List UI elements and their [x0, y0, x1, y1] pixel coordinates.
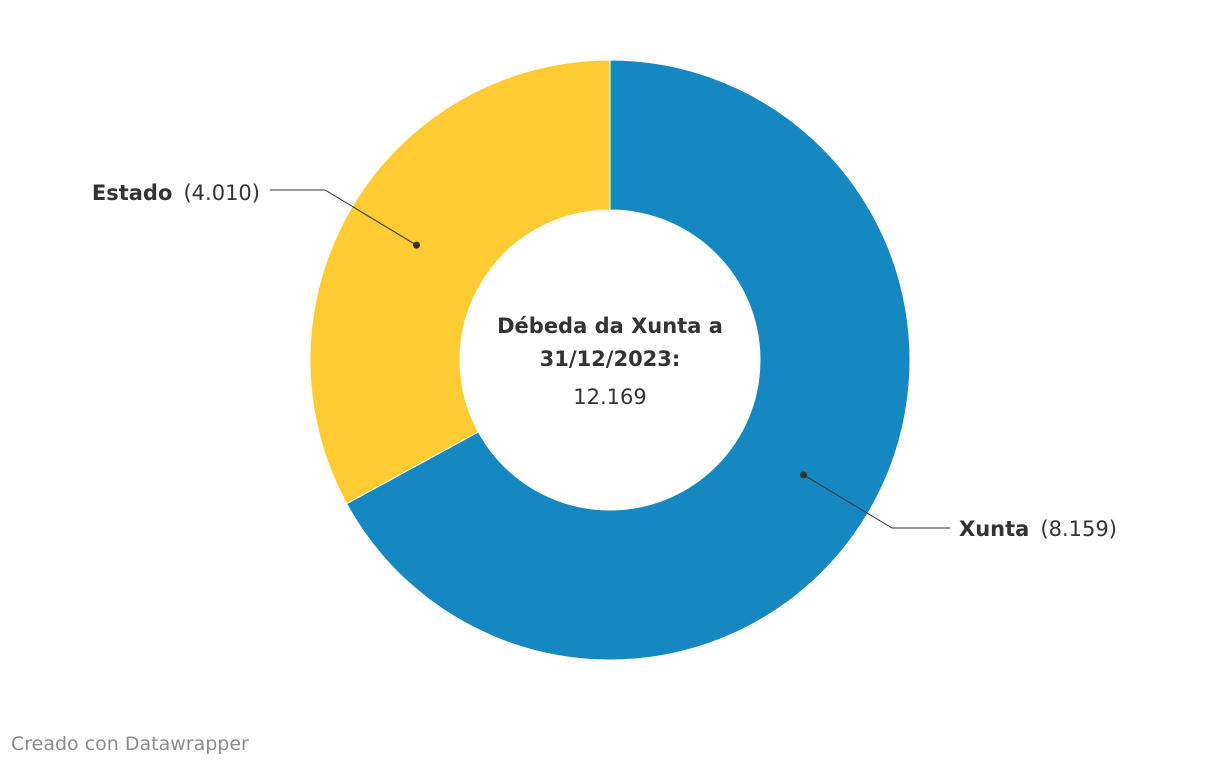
leader-dot-estado: [413, 241, 421, 249]
leader-line-xunta: [803, 474, 950, 529]
donut-slices: [309, 59, 911, 661]
slice-estado: [309, 59, 611, 505]
leader-dot-xunta: [799, 471, 807, 479]
footer-credit: Creado con Datawrapper: [11, 733, 249, 755]
slice-label-estado-name: Estado: [92, 181, 173, 205]
slice-label-estado: Estado (4.010): [92, 181, 260, 205]
center-total-value: 12.169: [573, 385, 646, 409]
center-title-line2: 31/12/2023:: [540, 347, 681, 371]
leader-line-estado: [270, 189, 417, 246]
leader-lines: [270, 189, 950, 529]
slice-label-estado-value: (4.010): [183, 181, 260, 205]
slice-xunta: [345, 59, 911, 661]
slice-label-xunta: Xunta (8.159): [959, 517, 1117, 541]
center-title-line1: Débeda da Xunta a: [497, 314, 723, 338]
slice-label-xunta-name: Xunta: [959, 517, 1029, 541]
slice-label-xunta-value: (8.159): [1040, 517, 1117, 541]
